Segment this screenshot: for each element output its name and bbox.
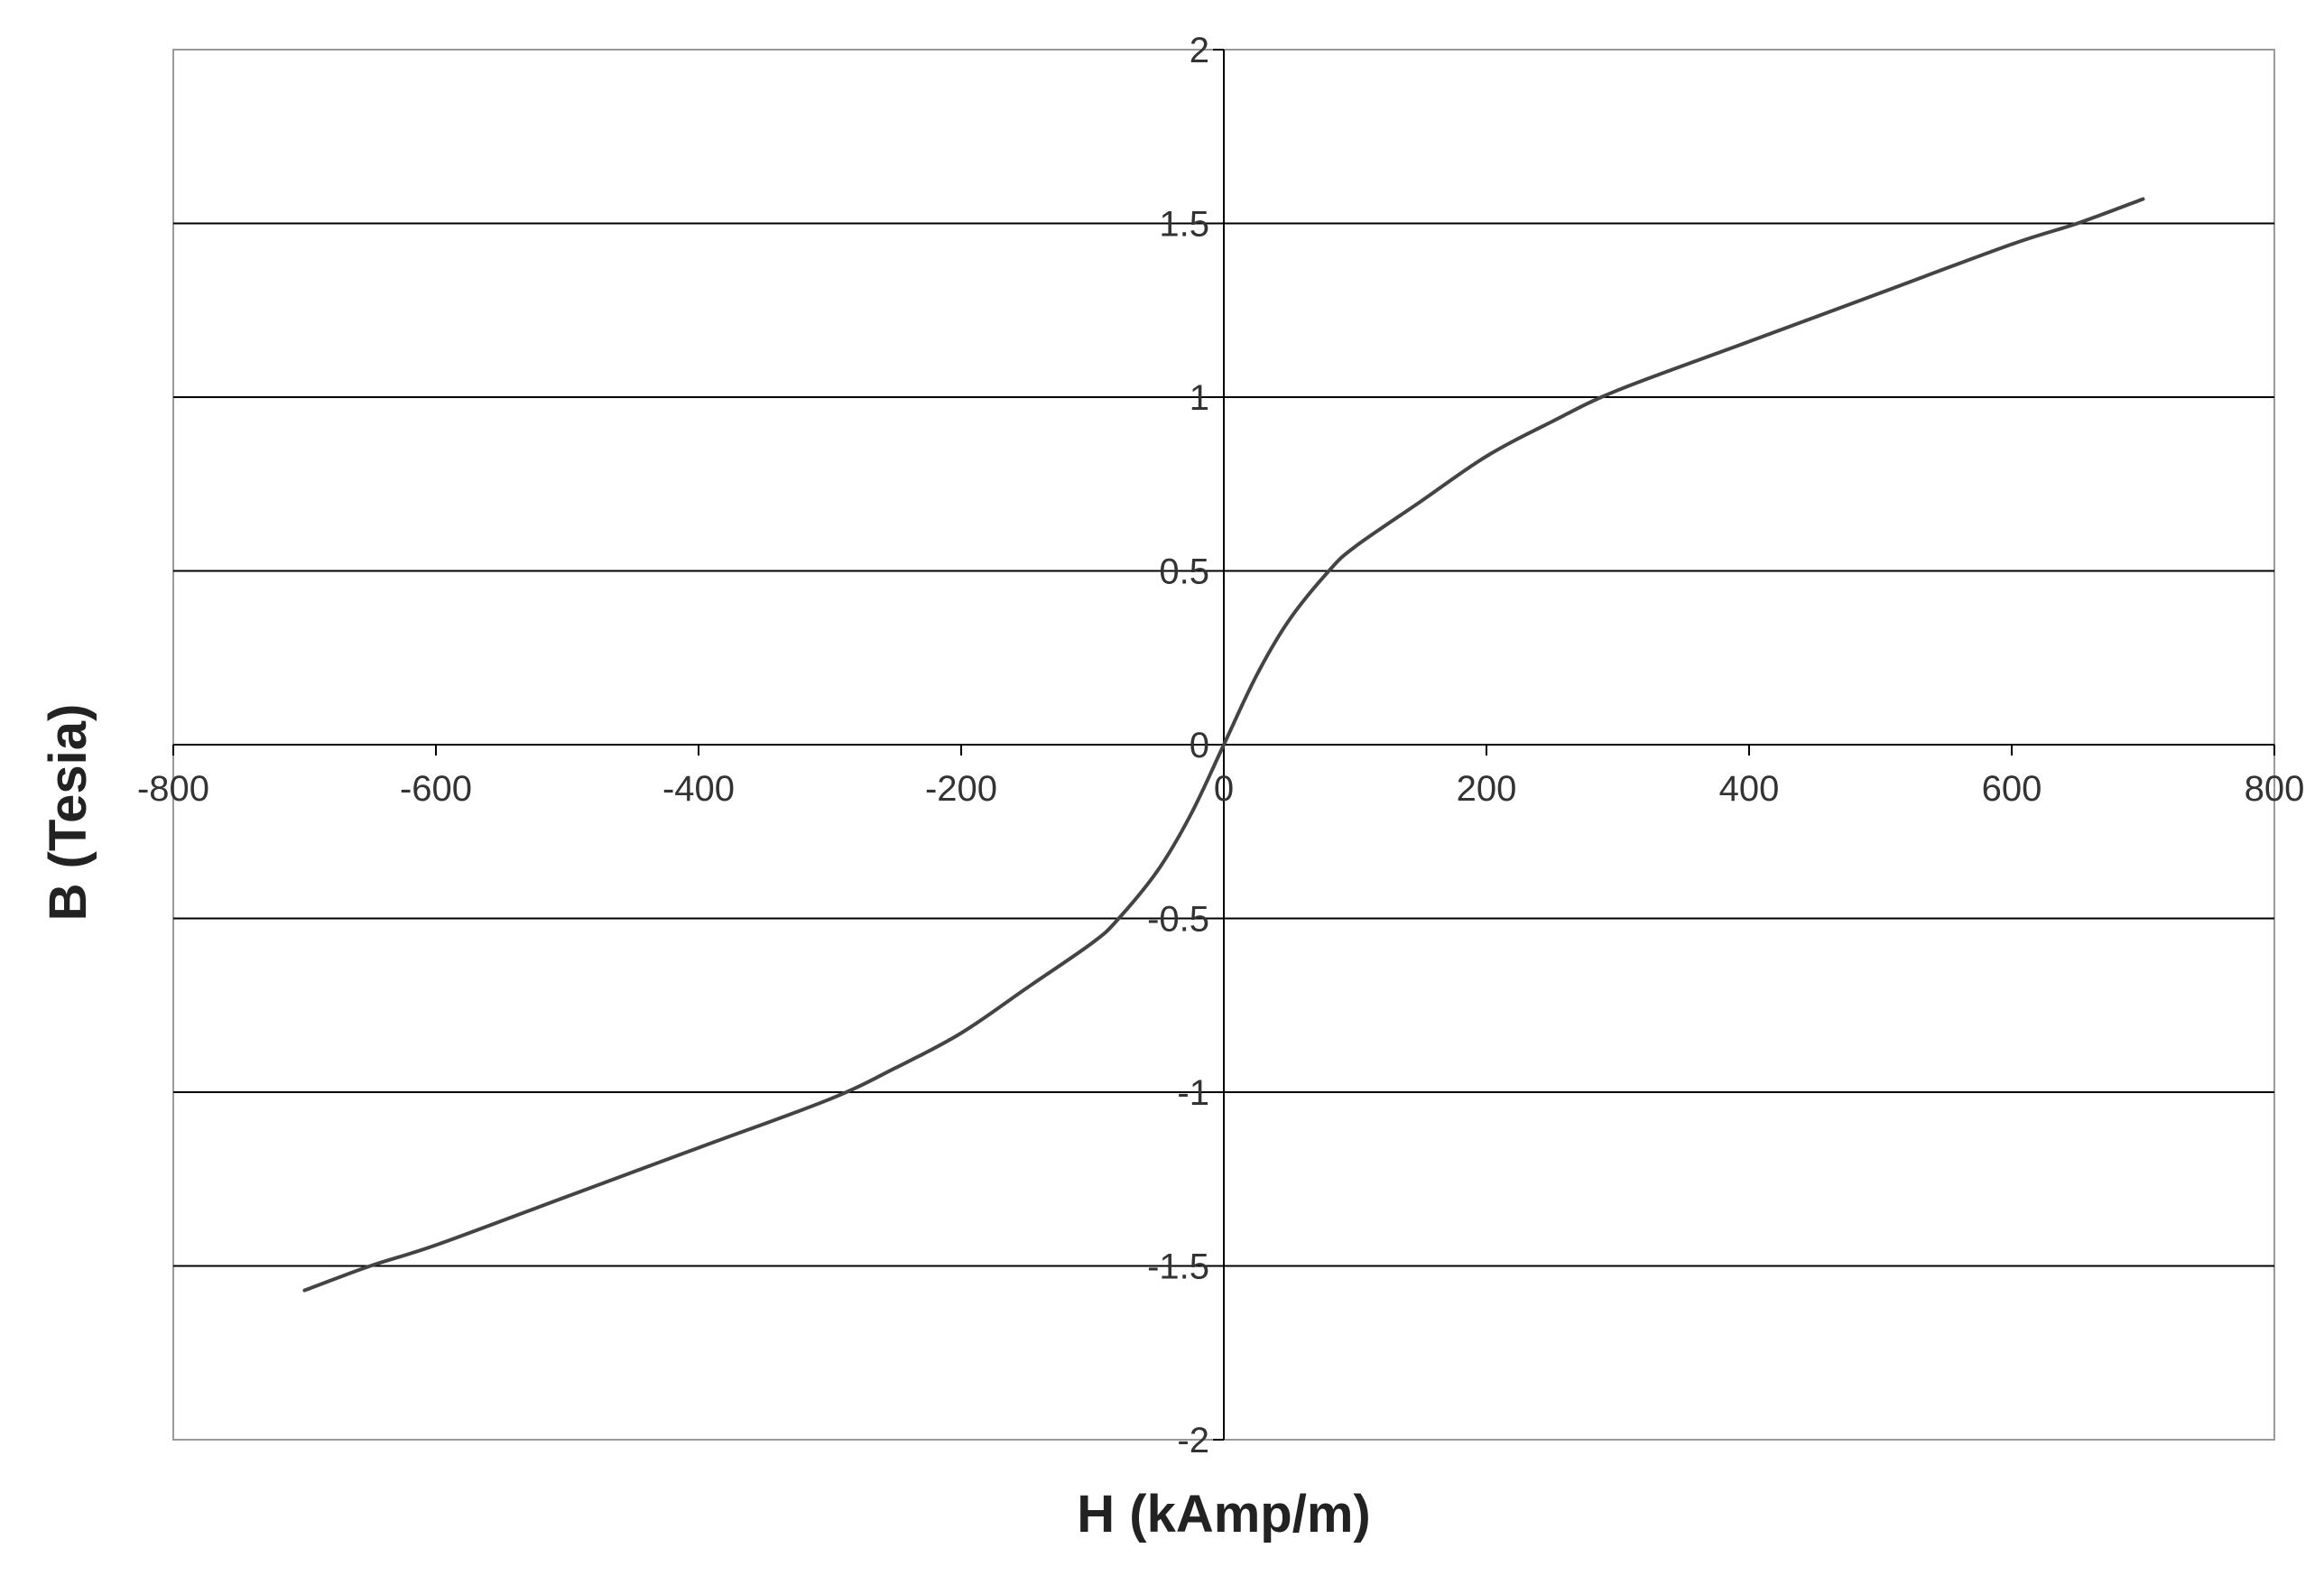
x-tick-label: -600 [400,769,472,809]
y-axis-title: B (Tesia) [39,704,97,922]
y-tick-label: 0 [1190,726,1209,765]
y-tick-label: -0.5 [1147,900,1209,940]
x-tick-label: -800 [137,769,209,809]
x-tick-label: 800 [2245,769,2305,809]
x-tick-label: 600 [1982,769,2042,809]
x-tick-label: -200 [925,769,997,809]
series-line-b-vs-h [302,197,2145,1293]
x-tick-label: 200 [1457,769,1517,809]
x-tick-labels: -800 -600 -400 -200 0 200 400 600 800 [137,769,2304,809]
y-tick-labels: -2 -1.5 -1 -0.5 0 0.5 1 1.5 2 [1147,31,1209,1460]
y-tick-label: -2 [1177,1421,1209,1460]
y-tick-label: 0.5 [1159,552,1209,592]
y-tick-label: 1.5 [1159,205,1209,245]
y-tick-label: -1 [1177,1073,1209,1113]
x-tick-label: 0 [1214,769,1234,809]
x-axis-title: H (kAmp/m) [1077,1485,1370,1544]
x-tick-label: 400 [1719,769,1780,809]
y-tick-label: 1 [1190,378,1209,418]
x-tick-label: -400 [662,769,735,809]
y-tick-label: 2 [1190,31,1209,70]
y-tick-label: -1.5 [1147,1247,1209,1287]
